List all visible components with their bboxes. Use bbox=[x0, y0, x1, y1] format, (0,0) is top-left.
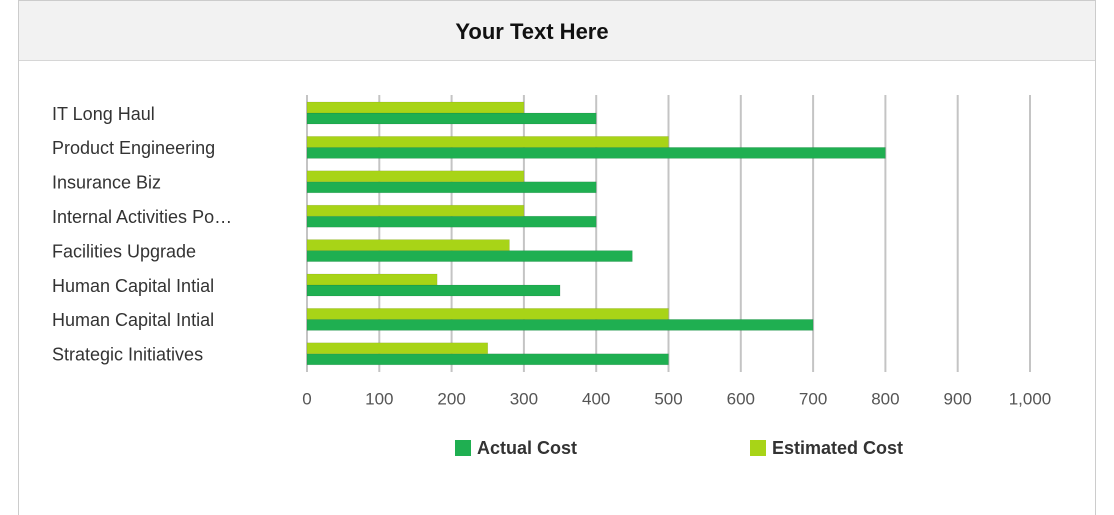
y-tick-label: Human Capital Intial bbox=[52, 310, 214, 330]
x-tick-label: 100 bbox=[365, 389, 393, 408]
bar bbox=[306, 273, 438, 286]
y-tick-label: Strategic Initiatives bbox=[52, 345, 203, 365]
bar bbox=[306, 250, 633, 262]
bar bbox=[306, 136, 669, 148]
y-tick-label: Insurance Biz bbox=[52, 173, 161, 193]
bar bbox=[306, 239, 510, 251]
bar bbox=[306, 181, 597, 194]
x-tick-label: 800 bbox=[871, 389, 899, 408]
bar bbox=[306, 353, 669, 366]
x-tick-label: 600 bbox=[727, 389, 755, 408]
x-tick-label: 1,000 bbox=[1009, 389, 1052, 408]
panel-header bbox=[19, 1, 1095, 60]
bar bbox=[306, 308, 669, 320]
y-tick-label: Human Capital Intial bbox=[52, 276, 214, 296]
legend-label: Estimated Cost bbox=[772, 438, 903, 458]
bar bbox=[306, 284, 561, 297]
bar bbox=[306, 147, 886, 159]
x-tick-label: 900 bbox=[944, 389, 972, 408]
chart-title: Your Text Here bbox=[455, 19, 608, 44]
x-tick-label: 400 bbox=[582, 389, 610, 408]
x-tick-label: 500 bbox=[654, 389, 682, 408]
y-tick-label: IT Long Haul bbox=[52, 104, 155, 124]
legend-swatch bbox=[455, 440, 471, 456]
bar bbox=[306, 170, 525, 183]
bar bbox=[306, 112, 597, 125]
legend-label: Actual Cost bbox=[477, 438, 577, 458]
bar bbox=[306, 204, 525, 217]
x-tick-label: 0 bbox=[302, 389, 311, 408]
y-tick-label: Facilities Upgrade bbox=[52, 241, 196, 261]
y-tick-label: Product Engineering bbox=[52, 138, 215, 158]
bar bbox=[306, 215, 597, 228]
y-tick-label: Internal Activities Po… bbox=[52, 207, 232, 227]
x-tick-label: 200 bbox=[437, 389, 465, 408]
bar bbox=[306, 342, 489, 355]
x-tick-label: 700 bbox=[799, 389, 827, 408]
x-tick-label: 300 bbox=[510, 389, 538, 408]
bar bbox=[306, 319, 814, 331]
bar bbox=[306, 101, 525, 114]
legend-swatch bbox=[750, 440, 766, 456]
